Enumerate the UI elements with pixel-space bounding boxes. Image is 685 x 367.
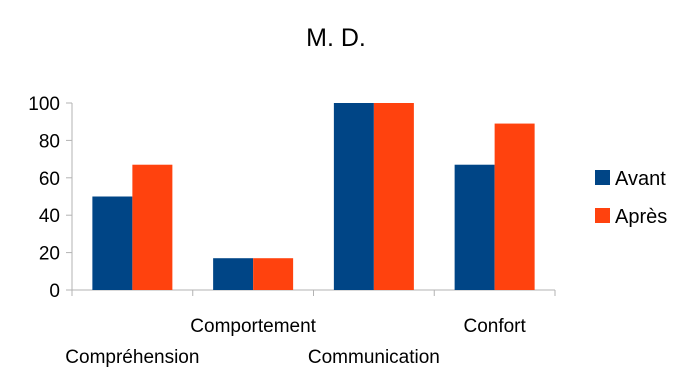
legend-swatch [595, 170, 610, 185]
x-category-label: Compréhension [65, 347, 199, 367]
plot-area: 0 20 40 60 80 100 Compréhension Comportement Com… [28, 94, 556, 367]
bar-apr-s-2 [253, 258, 294, 290]
bar-apr-s-3 [373, 103, 414, 290]
chart-title: M. D. [306, 24, 366, 52]
legend: Avant Après [595, 168, 667, 228]
y-tick-label: 20 [39, 244, 60, 265]
x-category-label: Confort [463, 316, 526, 337]
y-tick-label: 80 [39, 131, 60, 152]
legend-swatch [595, 208, 610, 223]
bar-avant-3 [333, 103, 374, 290]
y-tick-label: 100 [28, 94, 60, 115]
x-category-label: Communication [308, 347, 440, 367]
bar-avant-2 [213, 258, 254, 290]
y-tick-label: 0 [49, 281, 60, 302]
bar-apr-s-4 [494, 123, 535, 290]
legend-label: Après [615, 206, 667, 228]
bar-avant-4 [454, 164, 495, 290]
x-category-label: Comportement [190, 316, 316, 337]
legend-label: Avant [615, 168, 666, 190]
bar-avant-1 [92, 196, 133, 290]
y-tick-label: 40 [39, 206, 60, 227]
y-tick-label: 60 [39, 169, 60, 190]
bar-apr-s-1 [132, 164, 173, 290]
